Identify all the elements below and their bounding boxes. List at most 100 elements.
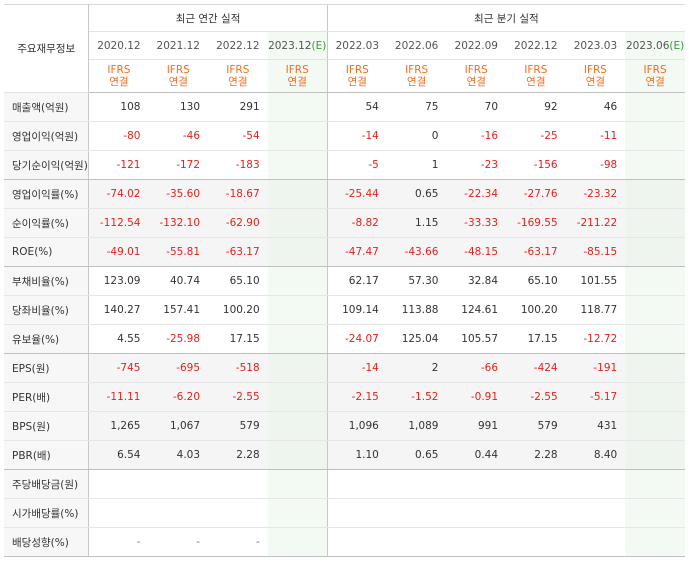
period-quarter-0: 2022.03 — [326, 31, 387, 60]
row-label: PBR(배) — [4, 440, 90, 470]
table-cell: 130 — [148, 92, 209, 122]
table-cell — [88, 469, 149, 499]
row-label: 매출액(억원) — [4, 92, 90, 122]
table-cell: -25 — [506, 121, 566, 151]
table-cell: 123.09 — [88, 266, 149, 296]
table-cell: 4.03 — [148, 440, 209, 470]
table-cell — [625, 92, 685, 122]
table-cell — [148, 498, 209, 528]
ifrs-label: IFRS — [643, 64, 667, 76]
table-cell: -12.72 — [565, 324, 626, 354]
table-cell: 579 — [208, 411, 268, 441]
row-label: PER(배) — [4, 382, 90, 412]
table-cell: 579 — [506, 411, 566, 441]
table-cell: 157.41 — [148, 295, 209, 325]
table-cell: -14 — [326, 121, 387, 151]
table-cell: -132.10 — [148, 208, 209, 238]
period-quarter-3: 2022.12 — [506, 31, 566, 60]
row-label: ROE(%) — [4, 237, 90, 267]
consolidated-label: 연결 — [347, 76, 367, 88]
table-cell — [267, 527, 328, 557]
table-cell: -63.17 — [506, 237, 566, 267]
table-cell — [326, 469, 387, 499]
consolidated-label: 연결 — [228, 76, 248, 88]
table-cell: -62.90 — [208, 208, 268, 238]
table-cell — [565, 498, 626, 528]
table-row: 매출액(억원) 108 130 291 54 75 70 92 46 — [4, 92, 685, 122]
table-cell: -183 — [208, 150, 268, 180]
table-cell: 62.17 — [326, 266, 387, 296]
table-cell — [625, 382, 685, 412]
table-cell: 1.15 — [386, 208, 447, 238]
ifrs-label: IFRS — [166, 64, 190, 76]
financial-rows: 매출액(억원) 108 130 291 54 75 70 92 46 영업이익(억원) -80 -46… — [4, 92, 685, 557]
table-row: PER(배) -11.11 -6.20 -2.55 -2.15 -1.52 -0.91 -2.… — [4, 382, 685, 412]
table-cell — [565, 527, 626, 557]
table-cell: -6.20 — [148, 382, 209, 412]
row-label: 시가배당률(%) — [4, 498, 90, 528]
table-cell: - — [148, 527, 209, 557]
table-cell: 2 — [386, 353, 447, 383]
table-row: 당좌비율(%) 140.27 157.41 100.20 109.14 113.88 124… — [4, 295, 685, 325]
table-cell: 1,265 — [88, 411, 149, 441]
period-quarter-2: 2022.09 — [446, 31, 507, 60]
table-cell — [506, 469, 566, 499]
table-cell: 1.10 — [326, 440, 387, 470]
table-cell — [267, 411, 328, 441]
table-cell — [386, 527, 447, 557]
consolidated-label: 연결 — [645, 76, 665, 88]
table-cell: 92 — [506, 92, 566, 122]
header-row-ifrs: IFRS 연결 IFRS 연결 IFRS 연결 IFRS 연결 IFRS 연결 IFRS 연결 IFRS… — [4, 59, 685, 93]
consolidated-label: 연결 — [585, 76, 606, 88]
table-cell: 1,096 — [326, 411, 387, 441]
table-cell: -2.55 — [506, 382, 566, 412]
table-cell: 8.40 — [565, 440, 626, 470]
ifrs-consolidated-label: IFRS 연결 — [446, 59, 507, 93]
header-row-groups: 주요재무정보 최근 연간 실적 최근 분기 실적 — [4, 4, 685, 93]
table-cell: -16 — [446, 121, 507, 151]
period-quarter-estimate: 2023.06(E) — [625, 31, 685, 60]
table-cell — [267, 295, 328, 325]
quarter-group-title: 최근 분기 실적 — [326, 4, 685, 32]
table-cell: 118.77 — [565, 295, 626, 325]
financial-summary-table: 주요재무정보 최근 연간 실적 최근 분기 실적 2020.12 2021.12… — [4, 4, 685, 557]
ifrs-consolidated-label: IFRS 연결 — [267, 59, 328, 93]
table-cell: 109.14 — [326, 295, 387, 325]
table-cell: -424 — [506, 353, 566, 383]
table-cell — [625, 440, 685, 470]
table-cell: 0.65 — [386, 440, 447, 470]
table-row: EPS(원) -745 -695 -518 -14 2 -66 -424 -191 — [4, 353, 685, 383]
row-label: 당기순이익(억원) — [4, 150, 90, 180]
table-cell: -25.44 — [326, 179, 387, 209]
table-cell: -11.11 — [88, 382, 149, 412]
table-cell: 431 — [565, 411, 626, 441]
table-cell: 101.55 — [565, 266, 626, 296]
table-row: 시가배당률(%) — [4, 498, 685, 528]
table-cell: -35.60 — [148, 179, 209, 209]
table-cell: 1 — [386, 150, 447, 180]
table-cell: -47.47 — [326, 237, 387, 267]
table-row: 영업이익률(%) -74.02 -35.60 -18.67 -25.44 0.65 -22.… — [4, 179, 685, 209]
table-cell: -695 — [148, 353, 209, 383]
table-cell: -8.82 — [326, 208, 387, 238]
table-cell — [267, 237, 328, 267]
table-cell: -85.15 — [565, 237, 626, 267]
table-cell: -156 — [506, 150, 566, 180]
table-cell: 113.88 — [386, 295, 447, 325]
table-cell — [446, 527, 507, 557]
consolidated-label: 연결 — [287, 76, 307, 88]
table-cell: -23.32 — [565, 179, 626, 209]
consolidated-label: 연결 — [168, 76, 188, 88]
table-row: 당기순이익(억원) -121 -172 -183 -5 1 -23 -156 -98 — [4, 150, 685, 180]
table-cell — [625, 295, 685, 325]
table-cell: 32.84 — [446, 266, 507, 296]
table-row: 배당성향(%) - - - — [4, 527, 685, 557]
header-row-periods: 2020.12 2021.12 2022.12 2023.12(E) 2022.… — [4, 31, 685, 60]
table-cell: 65.10 — [506, 266, 566, 296]
table-cell — [625, 324, 685, 354]
table-cell: 46 — [565, 92, 626, 122]
table-cell — [446, 498, 507, 528]
table-cell — [625, 208, 685, 238]
table-cell: -80 — [88, 121, 149, 151]
consolidated-label: 연결 — [109, 76, 129, 88]
